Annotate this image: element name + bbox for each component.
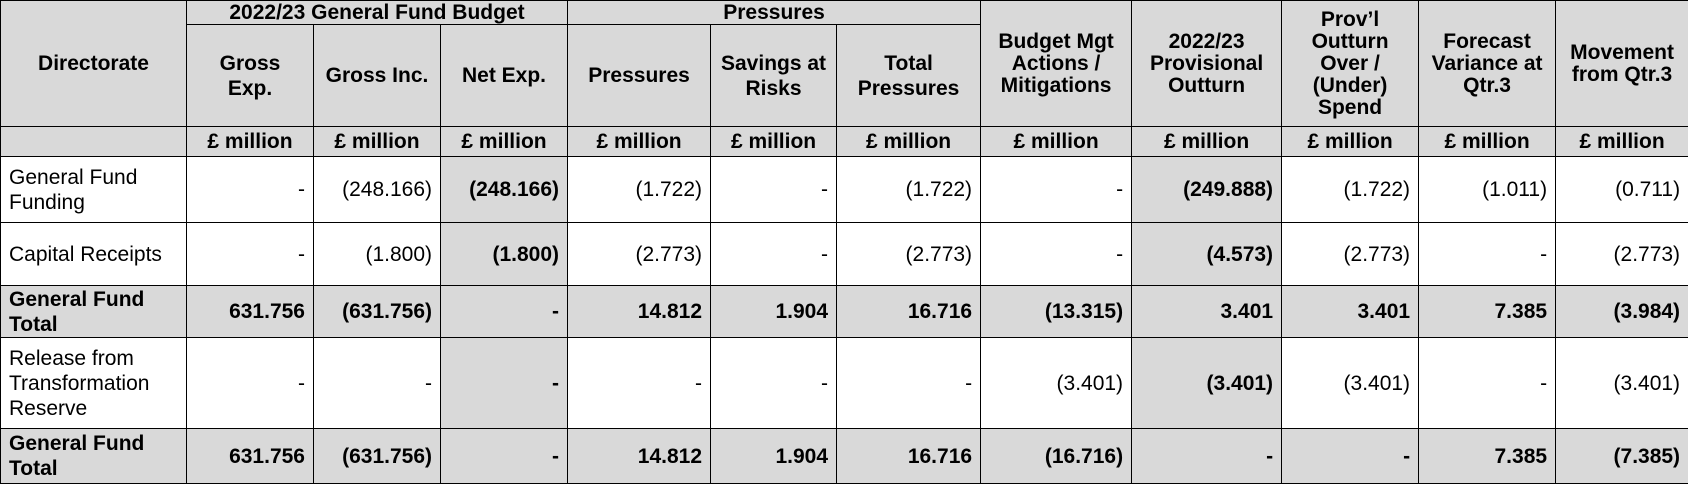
cell-over-under: (2.773) — [1282, 223, 1419, 286]
cell-gross-exp: - — [187, 338, 314, 429]
cell-movement: (7.385) — [1556, 429, 1688, 484]
unit-cell: £ million — [711, 127, 837, 157]
unit-cell: £ million — [187, 127, 314, 157]
cell-prov-outturn: (3.401) — [1132, 338, 1282, 429]
row-label: General Fund Total — [1, 286, 187, 338]
cell-net-exp: - — [441, 286, 568, 338]
cell-prov-outturn: (4.573) — [1132, 223, 1282, 286]
cell-gross-inc: (248.166) — [314, 157, 441, 223]
group-header-budget: 2022/23 General Fund Budget — [187, 1, 568, 25]
group-header-pressures: Pressures — [568, 1, 981, 25]
unit-cell: £ million — [837, 127, 981, 157]
table-row: Release from Transformation Reserve - - … — [1, 338, 1688, 429]
cell-savings: - — [711, 157, 837, 223]
cell-forecast-variance: (1.011) — [1419, 157, 1556, 223]
row-label: Capital Receipts — [1, 223, 187, 286]
cell-pressures: - — [568, 338, 711, 429]
cell-budget-mgt: (16.716) — [981, 429, 1132, 484]
cell-savings: 1.904 — [711, 429, 837, 484]
cell-gross-exp: - — [187, 157, 314, 223]
cell-total-pressures: 16.716 — [837, 286, 981, 338]
unit-cell: £ million — [314, 127, 441, 157]
cell-gross-exp: - — [187, 223, 314, 286]
cell-budget-mgt: - — [981, 157, 1132, 223]
table-row: Capital Receipts - (1.800) (1.800) (2.77… — [1, 223, 1688, 286]
cell-forecast-variance: 7.385 — [1419, 286, 1556, 338]
unit-cell: £ million — [1132, 127, 1282, 157]
unit-cell: £ million — [1556, 127, 1688, 157]
cell-savings: - — [711, 223, 837, 286]
cell-budget-mgt: (3.401) — [981, 338, 1132, 429]
cell-gross-exp: 631.756 — [187, 429, 314, 484]
total-row: General Fund Total 631.756 (631.756) - 1… — [1, 286, 1688, 338]
header-net-exp: Net Exp. — [441, 25, 568, 127]
cell-savings: 1.904 — [711, 286, 837, 338]
header-prov-outturn: 2022/23 Provisional Outturn — [1132, 1, 1282, 127]
cell-gross-inc: (631.756) — [314, 429, 441, 484]
header-forecast-variance: Forecast Variance at Qtr.3 — [1419, 1, 1556, 127]
header-directorate: Directorate — [1, 1, 187, 127]
cell-over-under: 3.401 — [1282, 286, 1419, 338]
cell-gross-inc: - — [314, 338, 441, 429]
row-label: General Fund Total — [1, 429, 187, 484]
header-gross-exp: Gross Exp. — [187, 25, 314, 127]
unit-cell: £ million — [1419, 127, 1556, 157]
header-pressures: Pressures — [568, 25, 711, 127]
unit-cell: £ million — [568, 127, 711, 157]
cell-budget-mgt: (13.315) — [981, 286, 1132, 338]
table-row: General Fund Funding - (248.166) (248.16… — [1, 157, 1688, 223]
cell-over-under: - — [1282, 429, 1419, 484]
cell-savings: - — [711, 338, 837, 429]
row-label: Release from Transformation Reserve — [1, 338, 187, 429]
header-savings: Savings at Risks — [711, 25, 837, 127]
cell-pressures: 14.812 — [568, 429, 711, 484]
header-total-pressures: Total Pressures — [837, 25, 981, 127]
cell-total-pressures: - — [837, 338, 981, 429]
cell-over-under: (3.401) — [1282, 338, 1419, 429]
cell-gross-inc: (631.756) — [314, 286, 441, 338]
cell-net-exp: (248.166) — [441, 157, 568, 223]
cell-prov-outturn: - — [1132, 429, 1282, 484]
cell-net-exp: (1.800) — [441, 223, 568, 286]
total-row: General Fund Total 631.756 (631.756) - 1… — [1, 429, 1688, 484]
cell-prov-outturn: (249.888) — [1132, 157, 1282, 223]
cell-over-under: (1.722) — [1282, 157, 1419, 223]
cell-pressures: (1.722) — [568, 157, 711, 223]
cell-pressures: (2.773) — [568, 223, 711, 286]
unit-cell-blank — [1, 127, 187, 157]
unit-cell: £ million — [981, 127, 1132, 157]
unit-cell: £ million — [441, 127, 568, 157]
cell-pressures: 14.812 — [568, 286, 711, 338]
cell-gross-exp: 631.756 — [187, 286, 314, 338]
cell-prov-outturn: 3.401 — [1132, 286, 1282, 338]
cell-forecast-variance: 7.385 — [1419, 429, 1556, 484]
cell-movement: (3.401) — [1556, 338, 1688, 429]
cell-net-exp: - — [441, 338, 568, 429]
cell-total-pressures: (1.722) — [837, 157, 981, 223]
cell-total-pressures: 16.716 — [837, 429, 981, 484]
header-budget-mgt: Budget Mgt Actions / Mitigations — [981, 1, 1132, 127]
cell-movement: (2.773) — [1556, 223, 1688, 286]
cell-gross-inc: (1.800) — [314, 223, 441, 286]
cell-forecast-variance: - — [1419, 338, 1556, 429]
unit-cell: £ million — [1282, 127, 1419, 157]
header-over-under: Prov’l Outturn Over / (Under) Spend — [1282, 1, 1419, 127]
header-movement: Movement from Qtr.3 — [1556, 1, 1688, 127]
row-label: General Fund Funding — [1, 157, 187, 223]
cell-net-exp: - — [441, 429, 568, 484]
cell-movement: (3.984) — [1556, 286, 1688, 338]
cell-forecast-variance: - — [1419, 223, 1556, 286]
cell-budget-mgt: - — [981, 223, 1132, 286]
header-gross-inc: Gross Inc. — [314, 25, 441, 127]
cell-movement: (0.711) — [1556, 157, 1688, 223]
cell-total-pressures: (2.773) — [837, 223, 981, 286]
